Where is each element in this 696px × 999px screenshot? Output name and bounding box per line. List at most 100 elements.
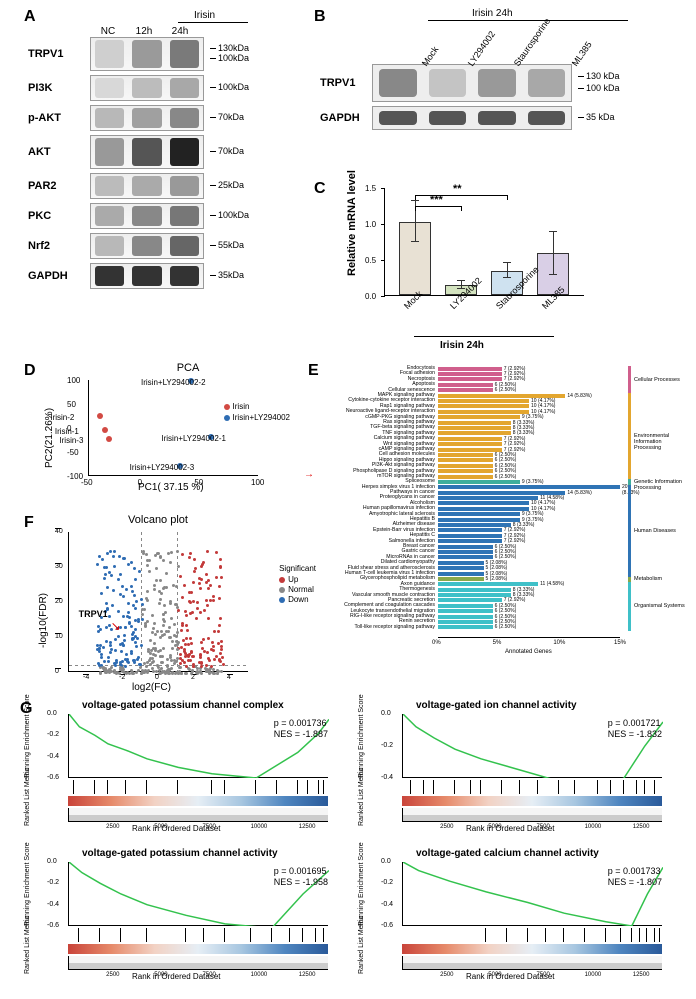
volcano-point	[114, 671, 117, 674]
volcano-point	[173, 623, 176, 626]
volcano-point	[106, 586, 109, 589]
band	[132, 138, 161, 166]
band	[170, 236, 199, 256]
volcano-point	[176, 657, 179, 660]
volcano-point	[105, 566, 108, 569]
volcano-point	[152, 670, 155, 673]
volcano-point	[130, 625, 133, 628]
xtick: 0%	[432, 640, 441, 646]
volcano-point	[159, 598, 162, 601]
legend-item: Up	[279, 575, 316, 584]
volcano-point	[132, 631, 135, 634]
kegg-bar	[438, 593, 511, 597]
kegg-bar	[438, 598, 502, 602]
kegg-bar-bg: 6 (2.50%)	[438, 620, 620, 624]
kegg-bar-bg: 10 (4.17%)	[438, 501, 620, 505]
tick-bar	[631, 928, 632, 942]
volcano-point	[222, 663, 225, 666]
volcano-point	[166, 664, 169, 667]
kda-label: 25kDa	[210, 181, 244, 191]
volcano-point	[163, 633, 166, 636]
kegg-bar-bg: 6 (2.50%)	[438, 555, 620, 559]
volcano-point	[215, 551, 218, 554]
volcano-point	[215, 576, 218, 579]
volcano-point	[151, 667, 154, 670]
xtick: 4	[227, 674, 233, 675]
volcano-point	[105, 602, 108, 605]
kegg-bar-value: 11 (4.58%)	[540, 581, 564, 587]
volcano-point	[195, 617, 198, 620]
xtick: 100	[251, 478, 264, 487]
ytick: -0.2	[47, 731, 59, 738]
volcano-point	[199, 587, 202, 590]
ranked-metric	[402, 956, 662, 970]
band	[170, 266, 199, 286]
band	[478, 111, 516, 125]
kegg-bar-bg: 6 (2.50%)	[438, 458, 620, 462]
volcano-point	[162, 624, 165, 627]
kda-label: 35kDa	[210, 271, 244, 281]
category-strip	[628, 393, 631, 479]
kegg-bar	[438, 609, 493, 613]
kegg-bar	[438, 572, 484, 576]
category-strip	[628, 485, 631, 577]
kda-label: 70kDa	[210, 147, 244, 157]
volcano-point	[103, 577, 106, 580]
kegg-bar-value: 9 (3.75%)	[522, 479, 544, 485]
kegg-bar	[438, 620, 493, 624]
volcano-point	[181, 596, 184, 599]
red-arrow-icon: ↘	[111, 619, 121, 633]
kegg-bar	[438, 528, 502, 532]
volcano-point	[155, 579, 158, 582]
panel-f: Volcano plot -4-2024010203040↘TRPV1 log2…	[28, 514, 288, 694]
volcano-point	[146, 564, 149, 567]
xtick: 5000	[154, 824, 167, 830]
kegg-bar-bg: 8 (3.33%)	[438, 593, 620, 597]
kegg-bar	[438, 404, 529, 408]
volcano-point	[203, 609, 206, 612]
tick-bar	[659, 928, 660, 942]
volcano-point	[160, 630, 163, 633]
ytick-mark	[381, 296, 385, 297]
tick-bar	[146, 780, 147, 794]
volcano-point	[163, 604, 166, 607]
kegg-bar-bg: 6 (2.50%)	[438, 550, 620, 554]
kegg-bar-bg: 7 (2.92%)	[438, 377, 620, 381]
blot-rows-b: TRPV1130 kDa100 kDaGAPDH35 kDa	[320, 64, 680, 130]
kegg-bar-bg: 7 (2.92%)	[438, 534, 620, 538]
volcano-point	[200, 565, 203, 568]
xtick: 5000	[488, 972, 501, 978]
kegg-bar	[438, 496, 538, 500]
volcano-point	[213, 672, 216, 675]
protein-name: Nrf2	[28, 240, 90, 252]
volcano-point	[106, 552, 109, 555]
tick-bar	[545, 928, 546, 942]
volcano-point	[184, 655, 187, 658]
kegg-bar	[438, 604, 493, 608]
ytick: -0.4	[381, 774, 393, 781]
volcano-point	[153, 588, 156, 591]
volcano-point	[117, 578, 120, 581]
volcano-point	[127, 602, 130, 605]
tick-bar	[423, 780, 424, 794]
volcano-point	[192, 600, 195, 603]
kegg-bar-bg: 6 (2.50%)	[438, 453, 620, 457]
panel-c-xbottom: Irisin 24h	[440, 340, 484, 351]
tick-bar	[78, 928, 79, 942]
volcano-point	[212, 668, 215, 671]
tick-bar	[120, 928, 121, 942]
volcano-point	[124, 665, 127, 668]
band	[528, 69, 566, 97]
pca-chart: -50050100-100-50050100Irisin+LY294002-2I…	[88, 380, 258, 476]
volcano-point	[126, 615, 129, 618]
volcano-point	[207, 587, 210, 590]
band	[132, 266, 161, 286]
tick-bar	[610, 780, 611, 794]
volcano-point	[98, 650, 101, 653]
ytick: 50	[67, 400, 76, 409]
band	[528, 111, 566, 125]
volcano-point	[210, 665, 213, 668]
volcano-point	[133, 594, 136, 597]
tick-bar	[73, 780, 74, 794]
kegg-bar	[438, 464, 493, 468]
